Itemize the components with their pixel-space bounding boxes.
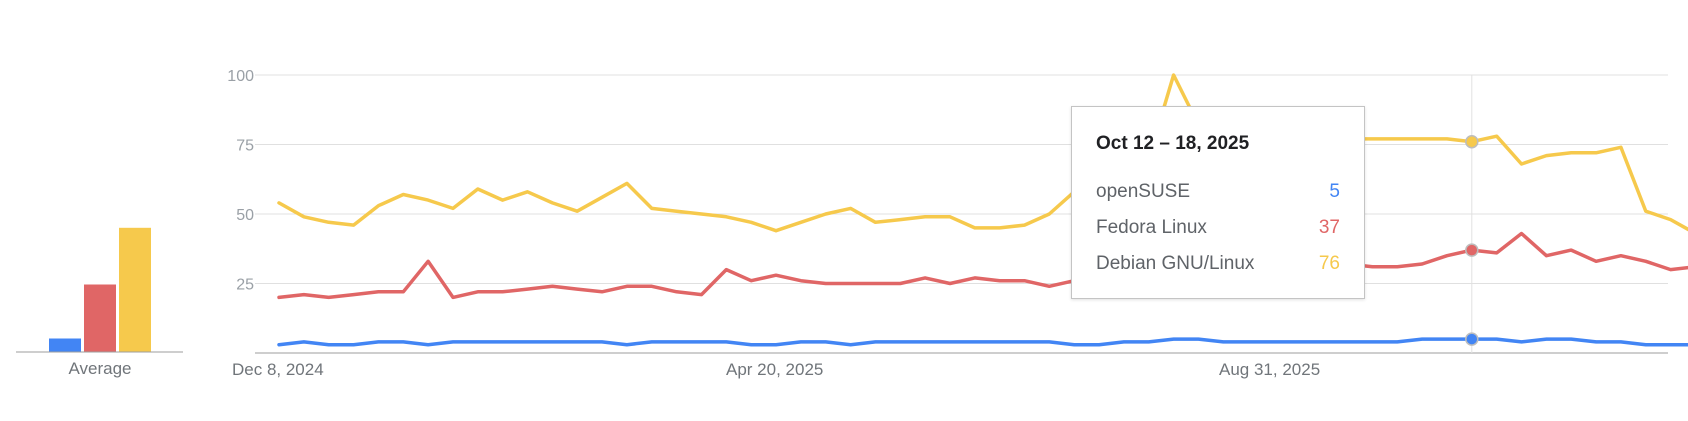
tooltip-series-value: 5: [1329, 181, 1340, 202]
tooltip-row-debian: Debian GNU/Linux 76: [1096, 253, 1340, 279]
y-tick-label: 75: [236, 138, 254, 155]
tooltip-series-value: 37: [1318, 217, 1340, 238]
tooltip-date: Oct 12 – 18, 2025: [1096, 133, 1250, 154]
tooltip: Oct 12 – 18, 2025 openSUSE 5 Fedora Linu…: [1071, 106, 1365, 299]
series-line: [277, 337, 1688, 347]
y-tick-label: 50: [236, 207, 254, 224]
average-label: Average: [68, 359, 131, 378]
y-tick-label: 25: [236, 277, 254, 294]
series-line: [277, 231, 1688, 300]
average-bar: [84, 284, 116, 352]
tooltip-series-name: openSUSE: [1096, 181, 1191, 202]
series-line: [277, 73, 1688, 233]
x-tick-label: Aug 31, 2025: [1219, 360, 1320, 379]
x-tick-label: Apr 20, 2025: [726, 360, 823, 379]
average-bar: [119, 227, 151, 352]
tooltip-row-opensuse: openSUSE 5: [1096, 181, 1340, 207]
tooltip-series-value: 76: [1318, 253, 1340, 274]
y-tick-label: 100: [227, 68, 254, 85]
tooltip-series-name: Fedora Linux: [1096, 217, 1207, 238]
hover-point: [1465, 134, 1479, 149]
hover-point: [1465, 332, 1479, 346]
tooltip-series-name: Debian GNU/Linux: [1096, 253, 1255, 274]
average-bar: [49, 338, 81, 352]
x-tick-label: Dec 8, 2024: [232, 360, 324, 379]
hover-point: [1465, 243, 1479, 257]
tooltip-row-fedora: Fedora Linux 37: [1096, 217, 1340, 243]
